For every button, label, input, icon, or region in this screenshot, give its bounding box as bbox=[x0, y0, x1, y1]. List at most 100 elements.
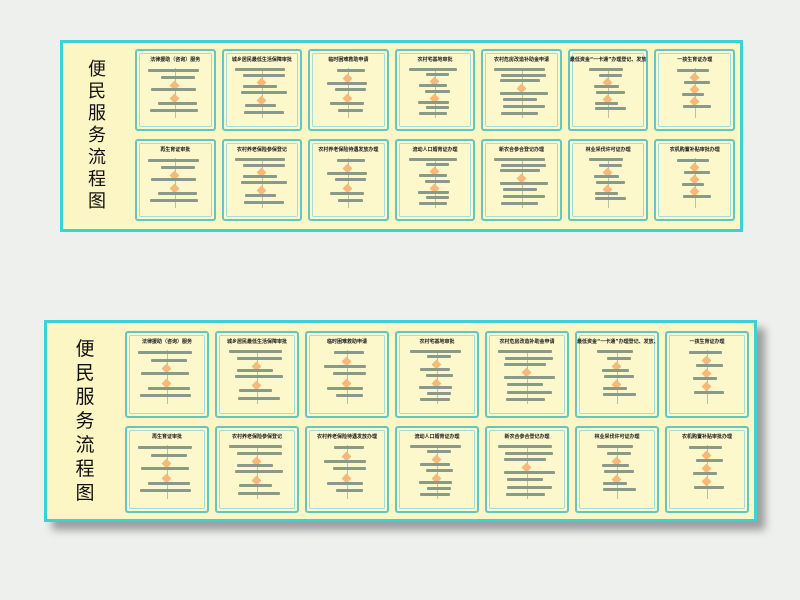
flow-step-box bbox=[693, 377, 718, 381]
card-title: 最低资金“一卡通”办理登记、发放、补卡 bbox=[569, 57, 647, 63]
service-flowchart-card: 农村养老保险待遇发放办理 bbox=[305, 426, 389, 513]
flowchart-diagram bbox=[137, 443, 197, 504]
flow-step-box bbox=[594, 107, 626, 111]
flow-step-box bbox=[139, 489, 191, 493]
flow-connector bbox=[167, 350, 168, 405]
service-flowchart-card: 城乡居民最低生活保障审批 bbox=[215, 331, 299, 418]
flow-step-box bbox=[419, 83, 448, 87]
flow-step-box bbox=[425, 468, 453, 472]
flow-step-box bbox=[337, 198, 364, 202]
board-title: 便民服务流程图 bbox=[77, 43, 117, 229]
card-title: 农村宅基地审批 bbox=[417, 57, 453, 63]
flow-step-box bbox=[602, 393, 636, 397]
flow-step-box bbox=[236, 451, 282, 455]
flow-step-box bbox=[502, 98, 537, 102]
flow-step-box bbox=[409, 349, 461, 353]
flowchart-diagram bbox=[587, 443, 647, 504]
flow-step-box bbox=[694, 390, 725, 394]
flow-connector bbox=[437, 350, 438, 405]
card-title: 临时困难救助申请 bbox=[326, 339, 367, 345]
board-title-char: 务 bbox=[75, 410, 95, 432]
flow-step-box bbox=[244, 104, 276, 108]
flow-step-box bbox=[409, 444, 461, 448]
flow-step-box bbox=[235, 68, 286, 72]
flow-step-box bbox=[506, 485, 552, 489]
board-title-char: 服 bbox=[75, 386, 95, 408]
service-flowchart-card: 新农合参合登记办理 bbox=[485, 426, 569, 513]
cards-grid: 法律援助（咨询）服务 城乡居民最低生活保障审批 临时困难救助申请 农村宅基地审批 农村危… bbox=[125, 331, 749, 513]
flow-step-box bbox=[503, 471, 555, 475]
flow-step-box bbox=[148, 482, 191, 486]
flowchart-diagram bbox=[147, 66, 204, 122]
flow-step-box bbox=[507, 478, 544, 482]
flow-step-box bbox=[235, 158, 286, 162]
flowchart-diagram bbox=[493, 156, 550, 212]
service-flowchart-card: 法律援助（咨询）服务 bbox=[125, 331, 209, 418]
flow-step-box bbox=[419, 173, 448, 177]
flow-step-box bbox=[601, 368, 629, 372]
flow-step-box bbox=[505, 398, 545, 402]
cards-grid: 法律援助（咨询）服务 城乡居民最低生活保障审批 临时困难救助申请 农村宅基地审批 农村危… bbox=[135, 49, 735, 221]
flow-step-box bbox=[603, 482, 628, 486]
card-title: 流动人口婚育证办理 bbox=[414, 434, 460, 440]
flow-step-box bbox=[151, 453, 188, 457]
flow-step-box bbox=[500, 79, 540, 83]
service-flowchart-card: 农村宅基地审批 bbox=[394, 49, 476, 131]
board-title-char: 流 bbox=[88, 147, 106, 168]
card-title: 农村危房改造补助金申请 bbox=[499, 339, 555, 345]
flowchart-diagram bbox=[320, 66, 377, 122]
flow-step-box bbox=[337, 108, 364, 112]
flow-step-box bbox=[324, 460, 367, 464]
card-title: 农村养老保险参保登记 bbox=[236, 147, 287, 153]
flow-step-box bbox=[602, 488, 636, 492]
flow-connector bbox=[348, 68, 350, 118]
flow-step-box bbox=[604, 374, 635, 378]
flow-step-box bbox=[427, 391, 452, 395]
flow-step-box bbox=[332, 372, 366, 376]
flow-step-box bbox=[597, 350, 634, 354]
service-flowchart-card: 法律援助（咨询）服务 bbox=[135, 49, 216, 131]
flow-step-box bbox=[427, 486, 452, 490]
flowchart-diagram bbox=[407, 348, 467, 409]
flowchart-diagram bbox=[407, 443, 467, 504]
flow-step-box bbox=[417, 190, 449, 194]
card-title: 农机购置补贴审批办理 bbox=[669, 147, 720, 153]
flowchart-diagram bbox=[227, 348, 287, 409]
card-title: 城乡居民最低生活保障审批 bbox=[231, 57, 292, 63]
card-title: 农机购置补贴审批办理 bbox=[681, 434, 732, 440]
flow-step-box bbox=[157, 101, 198, 105]
service-flowchart-card: 最低资金“一卡通”办理登记、发放、补卡 bbox=[575, 331, 659, 418]
service-flowchart-card: 再生育证审批 bbox=[135, 139, 216, 221]
card-title: 林业采伐许可证办理 bbox=[594, 434, 640, 440]
flow-step-box bbox=[243, 175, 278, 179]
board-title-char: 程 bbox=[75, 458, 95, 480]
service-flowchart-card: 临时困难救助申请 bbox=[308, 49, 389, 131]
card-title: 临时困难救助申请 bbox=[328, 57, 369, 63]
card-title: 新农合参合登记办理 bbox=[499, 147, 545, 153]
flowchart-diagram bbox=[320, 156, 377, 212]
flow-step-box bbox=[336, 158, 365, 162]
service-flowchart-card: 城乡居民最低生活保障审批 bbox=[221, 49, 303, 131]
flow-step-box bbox=[505, 493, 545, 497]
flow-step-box bbox=[504, 362, 547, 366]
flow-step-box bbox=[336, 68, 365, 72]
flowchart-diagram bbox=[497, 348, 557, 409]
card-title: 再生育证审批 bbox=[151, 434, 182, 440]
flow-step-box bbox=[681, 182, 705, 186]
flow-step-box bbox=[420, 462, 451, 466]
flow-step-box bbox=[424, 89, 450, 93]
flow-step-box bbox=[236, 356, 282, 360]
flow-connector bbox=[434, 158, 436, 208]
flowchart-diagram bbox=[666, 156, 723, 212]
flow-step-box bbox=[599, 73, 622, 77]
service-flowchart-card: 再生育证审批 bbox=[125, 426, 209, 513]
flow-step-box bbox=[682, 195, 712, 199]
flow-step-box bbox=[237, 463, 274, 467]
flow-step-box bbox=[603, 387, 628, 391]
board-title-char: 流 bbox=[75, 434, 95, 456]
flow-step-box bbox=[501, 163, 547, 167]
flow-step-box bbox=[335, 178, 367, 182]
flow-step-box bbox=[607, 451, 632, 455]
service-flowchart-card: 新农合参合登记办理 bbox=[481, 139, 562, 221]
flow-step-box bbox=[327, 387, 364, 391]
